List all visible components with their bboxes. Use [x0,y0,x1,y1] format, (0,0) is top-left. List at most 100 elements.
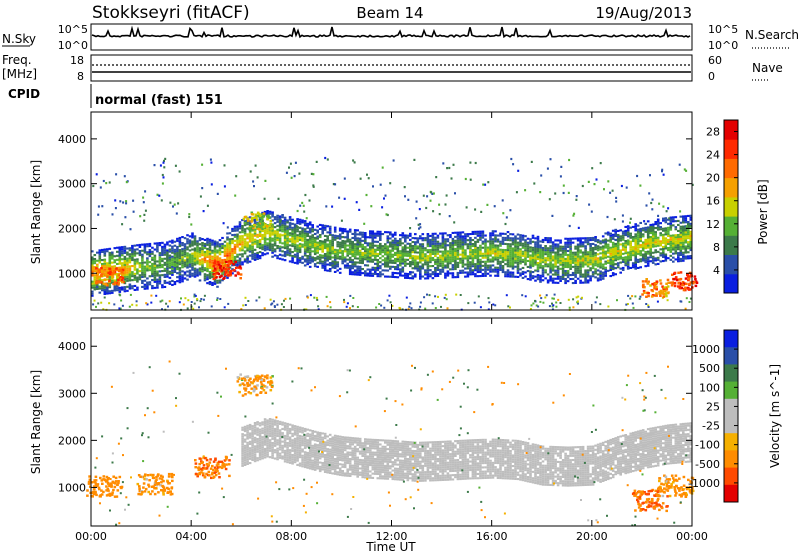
power-cell [589,245,592,248]
power-cell [599,162,602,165]
power-cell [366,244,370,247]
power-cell [176,249,179,252]
power-cell [358,245,362,248]
power-cell [411,249,415,252]
power-cell [233,249,237,252]
power-cell [318,234,322,237]
power-cell [118,290,122,293]
power-cell [664,221,668,224]
power-cell [575,195,578,198]
power-cell [371,232,375,235]
power-cell [404,276,407,279]
power-cell [679,245,683,248]
power-cell [251,239,254,242]
power-cell [611,264,615,267]
power-cell [569,265,572,268]
power-cell [556,247,560,250]
power-cell [529,248,532,251]
power-cell [409,242,412,245]
power-cell [531,275,535,278]
power-cell [145,302,148,305]
power-cell [611,243,615,246]
power-cell [313,259,317,262]
power-cell [231,234,234,237]
power-cell [404,272,407,275]
power-cell [168,264,172,267]
power-cell [669,218,673,221]
power-patch [96,272,99,276]
power-cell [211,249,214,252]
power-cell [591,263,595,266]
power-cell [343,250,347,253]
power-cell [541,251,545,254]
power-cell [559,247,562,250]
power-cell [679,229,683,232]
power-cell [476,254,480,257]
power-cell [461,249,465,252]
power-cell [266,230,269,233]
power-cell [351,259,354,262]
power-cell [293,223,297,226]
power-cell [231,254,234,257]
power-cell [489,244,492,247]
power-cell [308,265,312,268]
power-cell [669,220,673,223]
power-cell [479,246,482,249]
power-cell [163,273,167,276]
power-cell [313,245,317,248]
power-cell [436,272,440,275]
power-cell [133,252,137,255]
power-cell [133,268,137,271]
ground-scatter-cell [248,440,252,443]
power-cell [383,197,385,200]
power-cell [181,256,184,259]
ground-scatter-cell [241,437,244,440]
power-cell [394,245,397,248]
power-cell [336,257,339,260]
power-cell [158,252,162,255]
power-cell [596,249,600,252]
power-cell [346,236,349,239]
power-cell [665,210,668,213]
power-cell [646,252,650,255]
power-cell [399,234,402,237]
power-cell [624,260,627,263]
power-cell [574,255,577,258]
power-cell [236,229,239,232]
power-patch [103,278,107,281]
power-cell [263,229,267,232]
power-cell [466,261,470,264]
power-cell [437,295,439,298]
power-cell [631,262,635,265]
power-cell [208,277,212,280]
power-cell [516,243,520,246]
power-cell [389,237,392,240]
power-patch [687,277,691,280]
power-cell [619,237,622,240]
power-cell [348,252,352,255]
power-cell [611,235,615,238]
power-cell [206,249,209,252]
power-cell [564,249,567,252]
power-cell [499,250,502,253]
power-cell [168,258,172,261]
power-cell [494,254,497,257]
power-patch [655,292,658,295]
power-cell [629,234,632,237]
power-cell [531,234,535,237]
power-cell [213,256,217,259]
power-cell [216,263,219,266]
power-cell [93,260,97,263]
power-patch [687,287,690,291]
power-cell [343,197,346,200]
power-patch [108,281,111,284]
power-cell [636,250,640,253]
power-cell [491,246,495,249]
power-cell [176,237,179,240]
power-cell [576,243,580,246]
power-cell [223,258,227,261]
power-cell [419,271,422,274]
power-cell [456,273,460,276]
power-cell [365,193,368,197]
